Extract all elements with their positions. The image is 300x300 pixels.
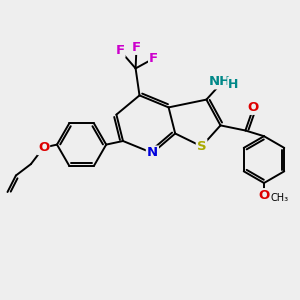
Text: F: F bbox=[149, 52, 158, 65]
Text: H: H bbox=[228, 77, 239, 91]
Text: CH₃: CH₃ bbox=[271, 193, 289, 203]
Text: F: F bbox=[116, 44, 124, 57]
Text: O: O bbox=[38, 141, 49, 154]
Text: F: F bbox=[132, 41, 141, 54]
Text: O: O bbox=[258, 189, 270, 202]
Text: NH: NH bbox=[208, 75, 231, 88]
Text: O: O bbox=[248, 101, 259, 114]
Text: N: N bbox=[147, 146, 158, 160]
Text: S: S bbox=[197, 140, 206, 153]
